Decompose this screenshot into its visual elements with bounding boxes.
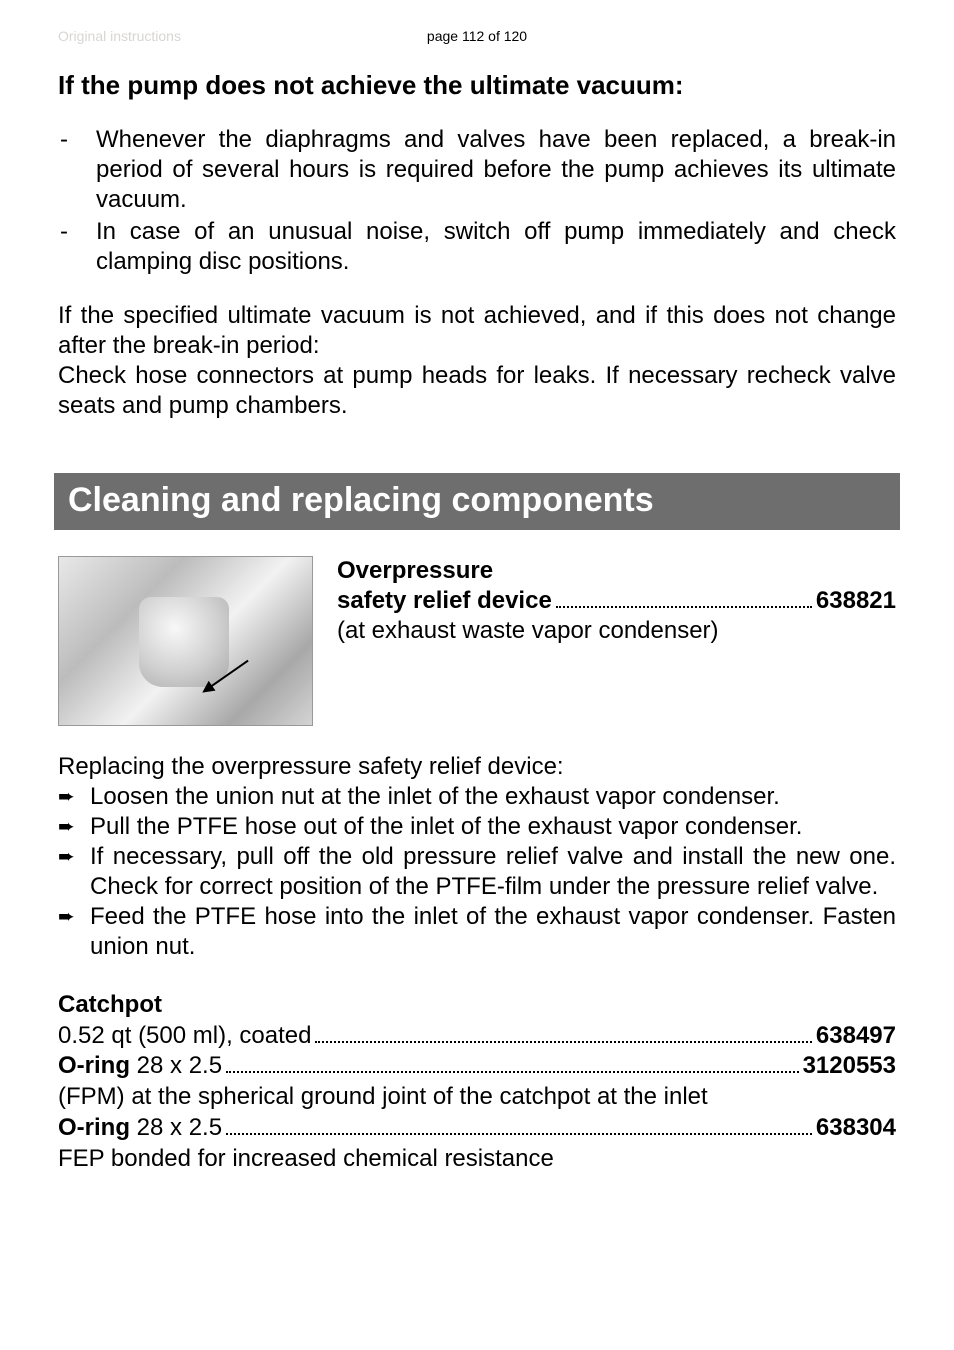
arrow-item: ➨ If necessary, pull off the old pressur… bbox=[58, 842, 896, 902]
page-header: Original instructions page 112 of 120 bbox=[58, 28, 896, 44]
overpressure-photo bbox=[58, 556, 313, 726]
pointer-arrow-icon bbox=[203, 660, 248, 693]
header-left: Original instructions bbox=[58, 28, 181, 44]
catchpot-label: O-ring 28 x 2.5 bbox=[58, 1051, 222, 1082]
arrow-bullet-icon: ➨ bbox=[58, 902, 90, 962]
dot-leader bbox=[226, 1133, 812, 1135]
arrow-list: ➨ Loosen the union nut at the inlet of t… bbox=[58, 782, 896, 962]
heading-ultimate-vacuum: If the pump does not achieve the ultimat… bbox=[58, 70, 896, 101]
catchpot-row: O-ring 28 x 2.5 638304 bbox=[58, 1113, 896, 1144]
replacing-block: Replacing the overpressure safety relief… bbox=[58, 752, 896, 962]
paragraph-block: If the specified ultimate vacuum is not … bbox=[58, 301, 896, 421]
replacing-title: Replacing the overpressure safety relief… bbox=[58, 752, 896, 782]
para-line: If the specified ultimate vacuum is not … bbox=[58, 302, 896, 359]
catchpot-label: O-ring 28 x 2.5 bbox=[58, 1113, 222, 1144]
catchpot-sub: FEP bonded for increased chemical resist… bbox=[58, 1144, 896, 1175]
arrow-text: Loosen the union nut at the inlet of the… bbox=[90, 782, 896, 812]
dot-leader bbox=[315, 1041, 811, 1043]
overpressure-title: Overpressure bbox=[337, 556, 896, 586]
section-banner: Cleaning and replacing components bbox=[54, 473, 900, 530]
catchpot-title: Catchpot bbox=[58, 990, 896, 1021]
arrow-item: ➨ Pull the PTFE hose out of the inlet of… bbox=[58, 812, 896, 842]
overpressure-code-line: safety relief device 638821 bbox=[337, 586, 896, 616]
overpressure-label: safety relief device bbox=[337, 586, 552, 616]
catchpot-code: 638304 bbox=[816, 1113, 896, 1144]
dot-leader bbox=[226, 1071, 799, 1073]
catchpot-row: 0.52 qt (500 ml), coated 638497 bbox=[58, 1021, 896, 1052]
arrow-bullet-icon: ➨ bbox=[58, 782, 90, 812]
oring-bold: O-ring bbox=[58, 1052, 130, 1079]
dash-text: Whenever the diaphragms and valves have … bbox=[96, 125, 896, 215]
arrow-text: Pull the PTFE hose out of the inlet of t… bbox=[90, 812, 896, 842]
dash-bullet: - bbox=[58, 125, 96, 215]
overpressure-sub: (at exhaust waste vapor condenser) bbox=[337, 616, 896, 646]
oring-bold: O-ring bbox=[58, 1114, 130, 1141]
oring-rest: 28 x 2.5 bbox=[130, 1052, 222, 1079]
catchpot-code: 638497 bbox=[816, 1021, 896, 1052]
overpressure-row: Overpressure safety relief device 638821… bbox=[58, 556, 896, 726]
arrow-bullet-icon: ➨ bbox=[58, 812, 90, 842]
oring-rest: 28 x 2.5 bbox=[130, 1114, 222, 1141]
overpressure-caption: Overpressure safety relief device 638821… bbox=[337, 556, 896, 726]
dash-text: In case of an unusual noise, switch off … bbox=[96, 217, 896, 277]
catchpot-code: 3120553 bbox=[803, 1051, 896, 1082]
dash-list: - Whenever the diaphragms and valves hav… bbox=[58, 125, 896, 277]
arrow-item: ➨ Feed the PTFE hose into the inlet of t… bbox=[58, 902, 896, 962]
catchpot-row: O-ring 28 x 2.5 3120553 bbox=[58, 1051, 896, 1082]
arrow-item: ➨ Loosen the union nut at the inlet of t… bbox=[58, 782, 896, 812]
arrow-bullet-icon: ➨ bbox=[58, 842, 90, 902]
catchpot-block: Catchpot 0.52 qt (500 ml), coated 638497… bbox=[58, 990, 896, 1174]
header-center: page 112 of 120 bbox=[427, 28, 527, 44]
dash-item: - In case of an unusual noise, switch of… bbox=[58, 217, 896, 277]
para-line: Check hose connectors at pump heads for … bbox=[58, 362, 896, 419]
dash-item: - Whenever the diaphragms and valves hav… bbox=[58, 125, 896, 215]
arrow-text: If necessary, pull off the old pressure … bbox=[90, 842, 896, 902]
dash-bullet: - bbox=[58, 217, 96, 277]
catchpot-sub: (FPM) at the spherical ground joint of t… bbox=[58, 1082, 896, 1113]
catchpot-label: 0.52 qt (500 ml), coated bbox=[58, 1021, 311, 1052]
arrow-text: Feed the PTFE hose into the inlet of the… bbox=[90, 902, 896, 962]
dot-leader bbox=[556, 606, 812, 608]
overpressure-code: 638821 bbox=[816, 586, 896, 616]
